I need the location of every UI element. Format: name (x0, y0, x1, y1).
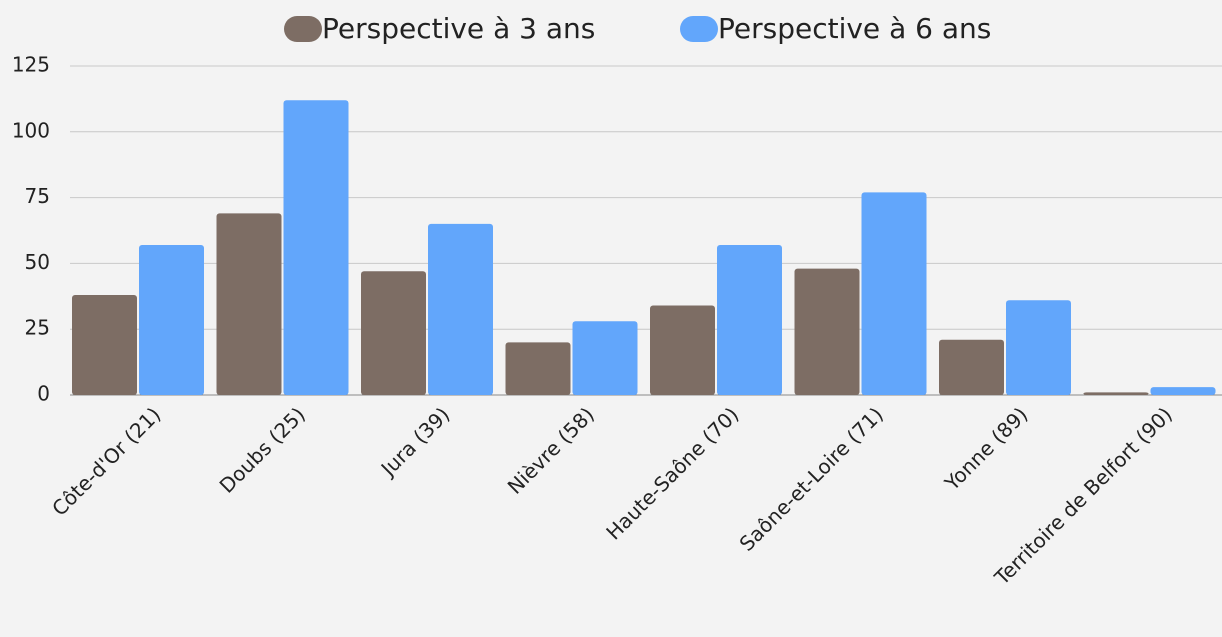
x-tick-label: Saône-et-Loire (71) (735, 402, 888, 555)
legend-swatch (284, 16, 322, 42)
x-tick-label: Doubs (25) (215, 402, 310, 497)
bar (1083, 392, 1149, 395)
bar (216, 213, 282, 395)
legend-label: Perspective à 3 ans (322, 12, 595, 45)
bar (428, 223, 493, 395)
legend-swatch (680, 16, 718, 42)
y-tick-label: 0 (37, 382, 50, 406)
bar (72, 294, 137, 395)
bar (139, 244, 204, 395)
bar (794, 268, 860, 395)
bar (1150, 387, 1216, 395)
bar (650, 305, 715, 395)
bar (572, 321, 638, 395)
x-tick-label: Haute-Saône (70) (601, 402, 743, 544)
y-tick-label: 25 (25, 316, 50, 340)
bar (505, 342, 571, 395)
bar (861, 192, 927, 395)
x-tick-label: Nièvre (58) (503, 402, 599, 498)
y-tick-label: 100 (12, 118, 50, 142)
bar (1006, 300, 1071, 395)
bar (283, 100, 349, 395)
x-tick-label: Jura (39) (375, 402, 455, 482)
bar (717, 244, 782, 395)
legend-label: Perspective à 6 ans (718, 12, 991, 45)
bar (361, 271, 426, 395)
x-tick-label: Côte-d'Or (21) (47, 402, 165, 520)
x-tick-label: Yonne (89) (939, 402, 1032, 495)
y-tick-label: 125 (12, 53, 50, 77)
y-tick-label: 50 (25, 250, 50, 274)
bar (939, 339, 1004, 395)
y-tick-label: 75 (25, 184, 50, 208)
